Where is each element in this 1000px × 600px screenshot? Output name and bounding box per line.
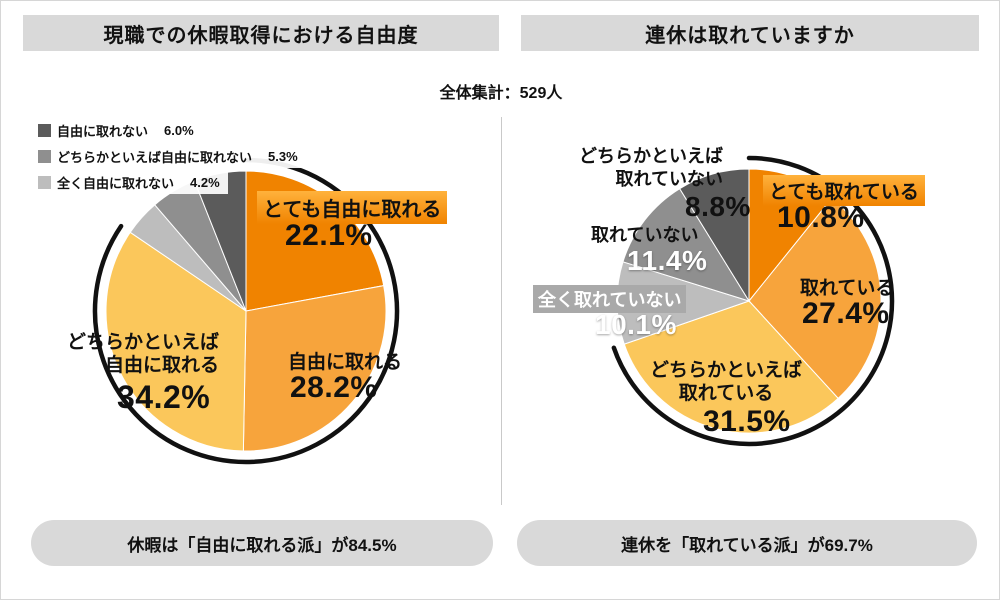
legend-pct: 5.3% (268, 149, 298, 164)
label-somewhat-cannot-line1: どちらかといえば (579, 146, 723, 166)
right-summary-text: 連休を「取れている派」が69.7% (621, 535, 873, 555)
left-chart-legend: 自由に取れない 6.0% どちらかといえば自由に取れない 5.3% 全く自由に取… (35, 119, 306, 194)
left-summary-pill: 休暇は「自由に取れる派」が84.5% (31, 520, 493, 566)
legend-swatch-dark (38, 124, 51, 137)
legend-label: 全く自由に取れない (57, 176, 175, 191)
label-cannot: 取れていない (591, 225, 699, 245)
label-very-able: とても取れている (763, 175, 925, 206)
left-summary-text: 休暇は「自由に取れる派」が84.5% (127, 535, 397, 555)
label-very-freely-text: とても自由に取れる (257, 191, 448, 224)
left-chart-title-text: 現職での休暇取得における自由度 (103, 24, 419, 47)
label-somewhat-freely: どちらかといえば 自由に取れる (59, 331, 219, 377)
pct-very-freely: 22.1% (285, 219, 373, 252)
left-chart-title: 現職での休暇取得における自由度 (23, 15, 499, 51)
legend-item-somewhat-cannot-take: どちらかといえば自由に取れない 5.3% (35, 145, 306, 168)
pie-slice-2 (105, 231, 247, 452)
pct-cannot: 11.4% (627, 245, 708, 276)
pie-slice-1 (242, 285, 387, 452)
label-very-freely: とても自由に取れる (257, 191, 448, 224)
pct-somewhat-freely: 34.2% (117, 379, 211, 415)
pie-slice-2 (623, 300, 839, 434)
label-somewhat-freely-line1: どちらかといえば (66, 332, 219, 353)
legend-item-not-at-all: 全く自由に取れない 4.2% (35, 171, 228, 194)
center-divider (501, 117, 502, 505)
pie-slice-4 (622, 187, 751, 302)
legend-item-cannot-take: 自由に取れない 6.0% (35, 119, 202, 142)
label-freely: 自由に取れる (288, 352, 403, 373)
label-somewhat-able-line1: どちらかといえば (649, 360, 802, 381)
label-not-at-all: 全く取れていない (533, 285, 687, 313)
total-respondents-label: 全体集計：529人 (439, 85, 563, 102)
label-able: 取れている (800, 278, 895, 299)
legend-swatch-light (38, 176, 51, 189)
label-somewhat-able: どちらかといえば 取れている (641, 359, 811, 405)
right-summary-pill: 連休を「取れている派」が69.7% (517, 520, 977, 566)
label-somewhat-cannot: どちらかといえば 取れていない (571, 145, 723, 191)
legend-swatch-mid (38, 150, 51, 163)
legend-pct: 4.2% (190, 175, 220, 190)
label-very-able-text: とても取れている (763, 175, 925, 206)
pct-somewhat-able: 31.5% (703, 405, 791, 438)
pct-very-able: 10.8% (777, 201, 865, 234)
pct-somewhat-cannot: 8.8% (685, 191, 751, 222)
legend-pct: 6.0% (164, 123, 194, 138)
legend-label: 自由に取れない (57, 124, 149, 139)
right-chart-title-text: 連休は取れていますか (645, 24, 855, 47)
pct-able: 27.4% (802, 297, 890, 330)
pct-freely: 28.2% (290, 371, 378, 404)
label-somewhat-cannot-line2: 取れていない (615, 169, 723, 189)
pie-slice-5 (678, 168, 750, 303)
right-chart-title: 連休は取れていますか (521, 15, 979, 51)
pie-slice-1 (748, 197, 882, 400)
legend-label: どちらかといえば自由に取れない (57, 150, 253, 165)
label-somewhat-freely-line2: 自由に取れる (104, 355, 219, 376)
label-somewhat-able-line2: 取れている (678, 383, 774, 404)
pct-not-at-all: 10.1% (595, 309, 677, 340)
